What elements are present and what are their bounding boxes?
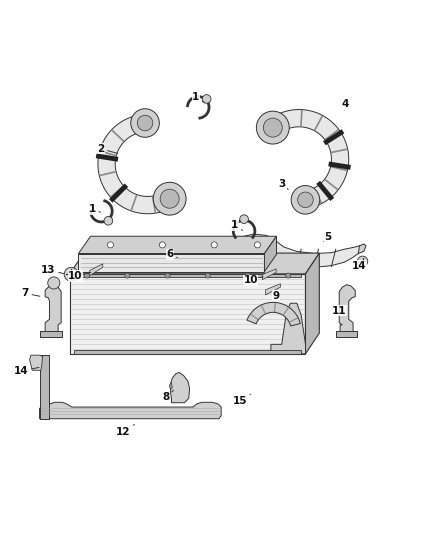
Polygon shape	[74, 274, 301, 277]
Circle shape	[160, 189, 179, 208]
Text: 14: 14	[351, 261, 366, 271]
Circle shape	[85, 273, 90, 278]
Circle shape	[104, 216, 113, 225]
Polygon shape	[39, 402, 221, 419]
Polygon shape	[169, 382, 172, 390]
Polygon shape	[45, 285, 61, 332]
Text: 2: 2	[97, 144, 118, 154]
Circle shape	[211, 242, 217, 248]
Polygon shape	[271, 303, 305, 354]
Circle shape	[107, 242, 113, 248]
Polygon shape	[262, 269, 276, 280]
Polygon shape	[336, 330, 357, 336]
Polygon shape	[90, 264, 103, 276]
Polygon shape	[267, 109, 349, 208]
Polygon shape	[170, 373, 190, 403]
Text: 1: 1	[231, 221, 243, 230]
Text: 11: 11	[332, 305, 346, 316]
Polygon shape	[247, 302, 300, 326]
Circle shape	[159, 242, 166, 248]
Polygon shape	[39, 355, 49, 419]
Circle shape	[286, 273, 291, 278]
Text: 7: 7	[21, 288, 40, 298]
Text: 1: 1	[192, 92, 205, 103]
Polygon shape	[78, 254, 265, 272]
Polygon shape	[210, 234, 362, 269]
Polygon shape	[305, 253, 319, 354]
Text: 9: 9	[272, 291, 279, 301]
Circle shape	[165, 273, 170, 278]
Polygon shape	[74, 350, 301, 354]
Circle shape	[254, 242, 261, 248]
Polygon shape	[70, 253, 319, 274]
Text: 10: 10	[244, 276, 263, 285]
Circle shape	[357, 256, 368, 266]
Circle shape	[291, 185, 320, 214]
Circle shape	[202, 95, 211, 103]
Polygon shape	[39, 330, 63, 336]
Text: 10: 10	[68, 271, 91, 281]
Circle shape	[137, 115, 153, 131]
Circle shape	[263, 118, 283, 137]
Circle shape	[240, 215, 248, 223]
Polygon shape	[70, 274, 305, 354]
Text: 4: 4	[341, 99, 349, 110]
Text: 1: 1	[88, 204, 101, 214]
Polygon shape	[265, 236, 276, 272]
Polygon shape	[98, 115, 174, 214]
Circle shape	[245, 273, 251, 278]
Polygon shape	[78, 236, 276, 254]
Circle shape	[205, 273, 210, 278]
Text: 15: 15	[233, 394, 251, 407]
Text: 8: 8	[162, 390, 173, 402]
Circle shape	[131, 109, 159, 138]
Circle shape	[256, 111, 289, 144]
Circle shape	[153, 182, 186, 215]
Text: 12: 12	[116, 424, 134, 437]
Polygon shape	[358, 244, 366, 254]
Text: 13: 13	[41, 265, 64, 275]
Polygon shape	[339, 285, 355, 332]
Polygon shape	[30, 355, 42, 370]
Text: 6: 6	[166, 249, 177, 260]
Circle shape	[298, 192, 313, 208]
Circle shape	[48, 277, 60, 289]
Circle shape	[125, 273, 130, 278]
Circle shape	[64, 268, 78, 281]
Polygon shape	[265, 284, 280, 295]
Text: 14: 14	[14, 366, 39, 376]
Text: 3: 3	[279, 179, 288, 190]
Text: 5: 5	[324, 232, 332, 242]
